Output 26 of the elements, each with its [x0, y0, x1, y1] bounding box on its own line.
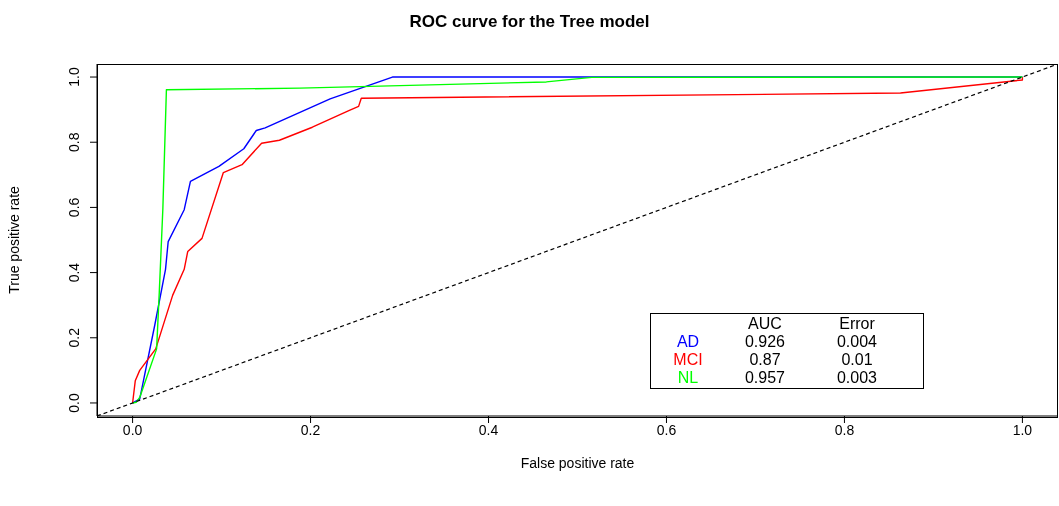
x-tick-label: 0.0: [122, 421, 143, 438]
y-tick-label: 0.2: [66, 327, 82, 348]
y-tick-label: 0.8: [66, 132, 82, 152]
x-tick-label: 1.0: [1012, 421, 1033, 438]
y-tick-label: 1.0: [66, 67, 82, 87]
x-tick-label: 0.2: [300, 421, 321, 438]
y-tick-label: 0.6: [66, 197, 82, 218]
annotation: AUC: [747, 315, 783, 333]
annotation: 0.87: [748, 351, 782, 369]
annotation: 0.01: [840, 351, 874, 369]
annotation: 0.003: [835, 369, 878, 387]
y-tick-label: 0.0: [66, 393, 82, 413]
x-axis-title: False positive rate: [520, 455, 635, 471]
y-tick-label: 0.4: [66, 262, 82, 283]
y-axis-title: True positive rate: [5, 185, 22, 294]
text: AD: [675, 333, 701, 351]
text: MCI: [672, 351, 704, 369]
text: NL: [676, 369, 700, 387]
x-tick-label: 0.6: [656, 421, 677, 438]
annotation: 0.957: [743, 369, 786, 387]
annotation: 0.004: [835, 333, 878, 351]
x-tick-label: 0.4: [478, 421, 499, 438]
x-tick-label: 0.8: [834, 421, 855, 438]
chart-title: ROC curve for the Tree model: [408, 12, 651, 32]
annotation: Error: [838, 315, 876, 333]
annotation: 0.926: [743, 333, 786, 351]
